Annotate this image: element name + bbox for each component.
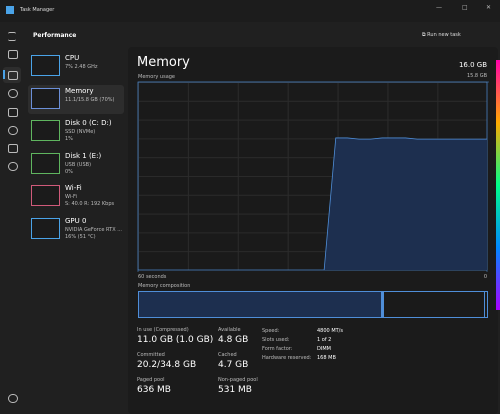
composition-in-use — [139, 292, 382, 317]
menu[interactable] — [8, 32, 16, 41]
sidebar-thumbnail — [31, 55, 60, 76]
sidebar-line2: 16% (51 °C) — [65, 233, 96, 240]
chart-title: Memory usage — [138, 74, 176, 80]
run-new-task[interactable]: ⧉ Run new task — [422, 32, 461, 38]
stat-label: Available — [218, 327, 241, 333]
composition-standby — [384, 292, 485, 317]
nav-processes[interactable] — [8, 50, 18, 59]
sidebar-line1: Wi-Fi — [65, 194, 77, 200]
stat-label: Non-paged pool — [218, 377, 258, 383]
stat-value: 4.7 GB — [218, 360, 249, 370]
active-indicator — [3, 70, 5, 79]
sidebar-name: Memory — [65, 86, 94, 95]
sidebar-thumbnail — [31, 120, 60, 141]
stat-value: 20.2/34.8 GB — [137, 360, 197, 370]
sidebar-item[interactable]: Disk 1 (E:) USB (USB) 0% — [28, 150, 124, 179]
sidebar-line2: 1% — [65, 136, 73, 142]
stat-label: Committed — [137, 352, 165, 358]
sidebar-line2: 0% — [65, 168, 73, 175]
sidebar-item[interactable]: Disk 0 (C: D:) SSD (NVMe) 1% — [28, 117, 124, 146]
panel-title: Memory — [137, 55, 190, 70]
sidebar-line1: USB (USB) — [65, 161, 92, 168]
spec-value: 1 of 2 — [317, 337, 332, 343]
y-tick-label: 15.8 GB — [467, 73, 488, 79]
spec-value: 4800 MT/s — [317, 328, 343, 334]
spec-value: 168 MB — [317, 355, 336, 361]
x-tick-label: 0 — [484, 274, 487, 280]
sidebar-name: Disk 1 (E:) — [65, 151, 102, 160]
sidebar-thumbnail — [31, 185, 60, 206]
sidebar-name: GPU 0 — [65, 216, 87, 225]
title-bar: Task Manager — □ ✕ — [0, 0, 500, 22]
nav-details[interactable] — [8, 144, 18, 153]
composition-modified — [382, 292, 384, 317]
composition-bar — [138, 291, 488, 318]
sidebar-name: Wi-Fi — [65, 184, 82, 192]
nav-startup[interactable] — [8, 108, 18, 117]
run-label: Run new task — [427, 32, 461, 38]
x-tick-label: 60 seconds — [138, 274, 167, 280]
sidebar-name: Disk 0 (C: D:) — [65, 119, 112, 127]
usage-line — [323, 137, 487, 271]
run-icon: ⧉ — [422, 32, 428, 38]
stat-label: In use (Compressed) — [137, 327, 189, 333]
sidebar-thumbnail — [31, 217, 60, 239]
composition-label: Memory composition — [138, 283, 191, 289]
spec-label: Slots used: — [262, 337, 290, 343]
stat-label: Paged pool — [137, 377, 165, 383]
sidebar-line2: S: 40.0 R: 192 Kbps — [65, 201, 115, 207]
panel-total: 16.0 GB — [458, 61, 487, 69]
sidebar-item[interactable]: GPU 0 NVIDIA GeForce RTX ... 16% (51 °C) — [28, 215, 124, 244]
sidebar-line1: 11.1/15.8 GB (70%) — [65, 96, 115, 103]
window-title: Task Manager — [20, 7, 55, 13]
usage-area — [324, 137, 487, 270]
nav-settings[interactable] — [8, 394, 18, 403]
sidebar-thumbnail — [31, 87, 60, 109]
spec-label: Speed: — [262, 328, 280, 334]
stat-value: 636 MB — [137, 385, 171, 395]
sidebar-name: CPU — [65, 54, 80, 62]
sidebar-item[interactable]: CPU 7% 2.48 GHz — [28, 52, 124, 81]
app-icon — [6, 6, 14, 14]
stat-value: 531 MB — [218, 385, 252, 395]
stat-label: Cached — [218, 352, 237, 358]
stat-value: 11.0 GB (1.0 GB) — [137, 335, 214, 345]
nav-history[interactable] — [8, 89, 18, 98]
minimize[interactable]: — — [436, 4, 442, 11]
sidebar-line1: SSD (NVMe) — [65, 129, 96, 135]
spec-label: Form factor: — [262, 346, 293, 352]
close[interactable]: ✕ — [486, 4, 492, 11]
nav-performance-icon — [8, 71, 18, 80]
spec-value: DIMM — [317, 346, 331, 352]
maximize[interactable]: □ — [462, 4, 468, 11]
edge-glow — [496, 60, 500, 310]
stat-value: 4.8 GB — [218, 335, 249, 345]
nav-users[interactable] — [8, 126, 18, 135]
sidebar-line1: NVIDIA GeForce RTX ... — [65, 226, 122, 233]
sidebar-item[interactable]: Memory 11.1/15.8 GB (70%) — [28, 84, 124, 114]
sidebar-thumbnail — [31, 152, 60, 174]
sidebar-line1: 7% 2.48 GHz — [65, 64, 98, 70]
header-title: Performance — [33, 32, 77, 39]
nav-rail — [0, 22, 24, 414]
spec-label: Hardware reserved: — [262, 355, 312, 361]
sidebar-item[interactable]: Wi-Fi Wi-Fi S: 40.0 R: 192 Kbps — [28, 182, 124, 211]
nav-services[interactable] — [8, 162, 18, 171]
